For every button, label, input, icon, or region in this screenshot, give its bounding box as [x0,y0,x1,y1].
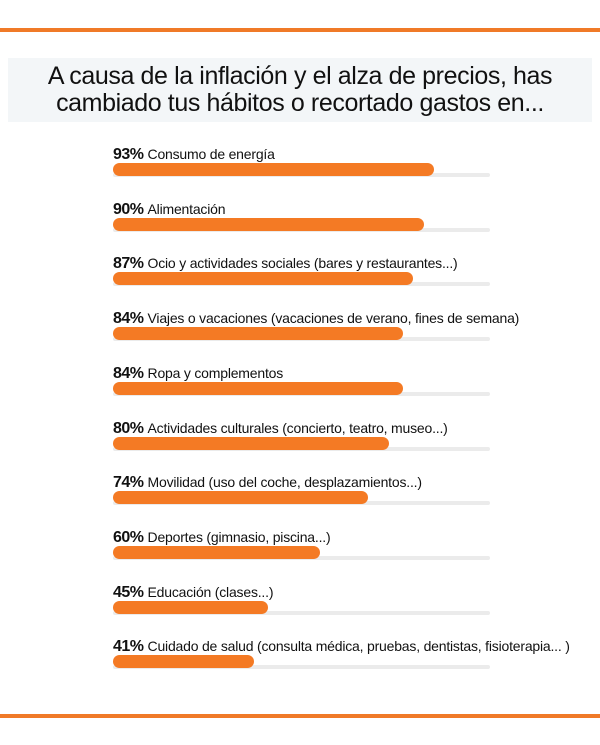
bar [113,600,269,614]
bar-track [113,665,490,670]
category-label: Viajes o vacaciones (vacaciones de veran… [147,310,520,327]
value-label: 87% [113,255,144,273]
category-label: Movilidad (uso del coche, desplazamiento… [147,474,422,491]
bar-row: 84% Viajes o vacaciones (vacaciones de ve… [113,310,519,350]
value-label: 60% [113,528,144,546]
bar-label: 84% Ropa y complementos [113,365,283,383]
category-label: Ocio y actividades sociales (bares y res… [147,255,458,272]
bar [113,381,403,395]
chart-title: A causa de la inflación y el alza de pre… [8,58,592,122]
category-label: Consumo de energía [147,146,275,162]
bar-label: 80% Actividades culturales (concierto, te… [113,420,448,438]
top-rule [0,28,600,32]
value-label: 84% [113,364,144,382]
bar-label: 41% Cuidado de salud (consulta médica, pr… [113,638,570,656]
bar-label: 74% Movilidad (uso del coche, desplazamie… [113,474,422,492]
value-label: 84% [113,310,144,328]
bar-label: 93% Consumo de energía [113,146,275,164]
bar [113,491,369,505]
category-label: Deportes (gimnasio, piscina...) [147,528,331,545]
category-label: Cuidado de salud (consulta médica, prueb… [147,638,570,655]
bar-track [113,610,490,615]
bar [113,545,320,559]
bar-row: 80% Actividades culturales (concierto, te… [113,420,493,460]
category-label: Educación (clases...) [147,583,274,600]
bar-label: 90% Alimentación [113,201,225,219]
value-label: 80% [113,419,144,437]
value-label: 41% [113,638,144,656]
category-label: Alimentación [147,200,226,217]
bar-row: 60% Deportes (gimnasio, piscina...) [113,529,493,569]
bar-row: 41% Cuidado de salud (consulta médica, pr… [113,638,570,678]
category-label: Ropa y complementos [147,364,284,381]
bar [113,272,414,286]
category-label: Actividades culturales (concierto, teatr… [147,419,448,436]
bar-label: 60% Deportes (gimnasio, piscina...) [113,528,331,547]
bar-label: 45% Educación (clases...) [113,584,273,602]
bar-row: 74% Movilidad (uso del coche, desplazamie… [113,474,493,514]
bar-row: 90% Alimentación [113,201,493,241]
value-label: 90% [113,200,144,218]
bar-row: 87% Ocio y actividades sociales (bares y … [113,255,493,295]
bar [113,436,389,450]
bar-label: 84% Viajes o vacaciones (vacaciones de ve… [113,310,519,328]
bar [113,655,255,669]
bar-row: 93% Consumo de energía [113,146,493,186]
value-label: 45% [113,583,144,601]
value-label: 74% [113,474,144,492]
bottom-rule [0,714,600,718]
bar-label: 87% Ocio y actividades sociales (bares y … [113,255,458,273]
bar [113,217,424,231]
bar-row: 84% Ropa y complementos [113,365,493,405]
bar [113,163,434,176]
bar-row: 45% Educación (clases...) [113,584,493,624]
value-label: 93% [113,146,144,163]
bar [113,327,403,341]
